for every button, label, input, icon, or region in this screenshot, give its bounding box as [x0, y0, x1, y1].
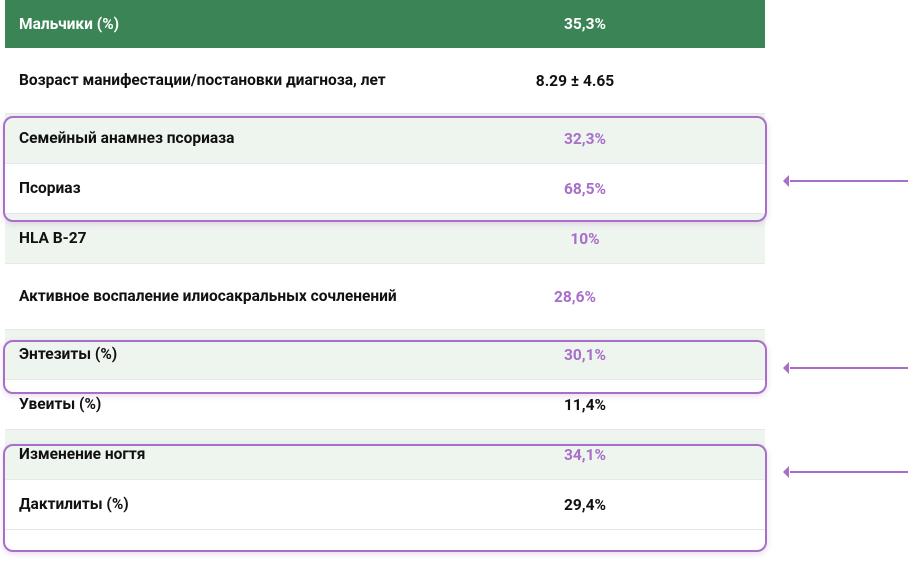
table-row: HLA B-2710%	[5, 214, 765, 264]
row-label: Изменение ногтя	[5, 434, 445, 474]
row-value: 34,1%	[445, 446, 765, 464]
table-row: Энтезиты (%)30,1%	[5, 330, 765, 380]
header-value: 35,3%	[445, 15, 765, 33]
row-value: 28,6%	[425, 288, 765, 306]
row-label: Активное воспаление илиосакральных сочле…	[5, 276, 425, 316]
row-value: 68,5%	[445, 180, 765, 198]
row-value: 30,1%	[445, 346, 765, 364]
table-row: Семейный анамнез псориаза32,3%	[5, 114, 765, 164]
row-label: Возраст манифестации/постановки диагноза…	[5, 60, 425, 100]
table-row: Увеиты (%)11,4%	[5, 380, 765, 430]
row-label: Дактилиты (%)	[5, 484, 445, 524]
table-header-row: Мальчики (%) 35,3%	[5, 0, 765, 48]
pointer-arrow	[790, 367, 908, 369]
row-value: 29,4%	[445, 496, 765, 514]
pointer-arrow	[790, 471, 908, 473]
row-label: Псориаз	[5, 168, 445, 208]
header-label: Мальчики (%)	[5, 4, 445, 44]
pointer-arrow	[790, 180, 908, 182]
row-value: 11,4%	[445, 396, 765, 414]
row-value: 32,3%	[445, 130, 765, 148]
row-label: Увеиты (%)	[5, 384, 445, 424]
data-table: Мальчики (%) 35,3% Возраст манифестации/…	[5, 0, 765, 530]
table-row: Возраст манифестации/постановки диагноза…	[5, 48, 765, 114]
row-label: Семейный анамнез псориаза	[5, 118, 445, 158]
table-row: Дактилиты (%)29,4%	[5, 480, 765, 530]
table-row: Активное воспаление илиосакральных сочле…	[5, 264, 765, 330]
table-row: Изменение ногтя34,1%	[5, 430, 765, 480]
row-value: 10%	[445, 230, 765, 248]
table-row: Псориаз68,5%	[5, 164, 765, 214]
row-value: 8.29 ± 4.65	[425, 72, 765, 90]
row-label: Энтезиты (%)	[5, 334, 445, 374]
row-label: HLA B-27	[5, 218, 445, 258]
